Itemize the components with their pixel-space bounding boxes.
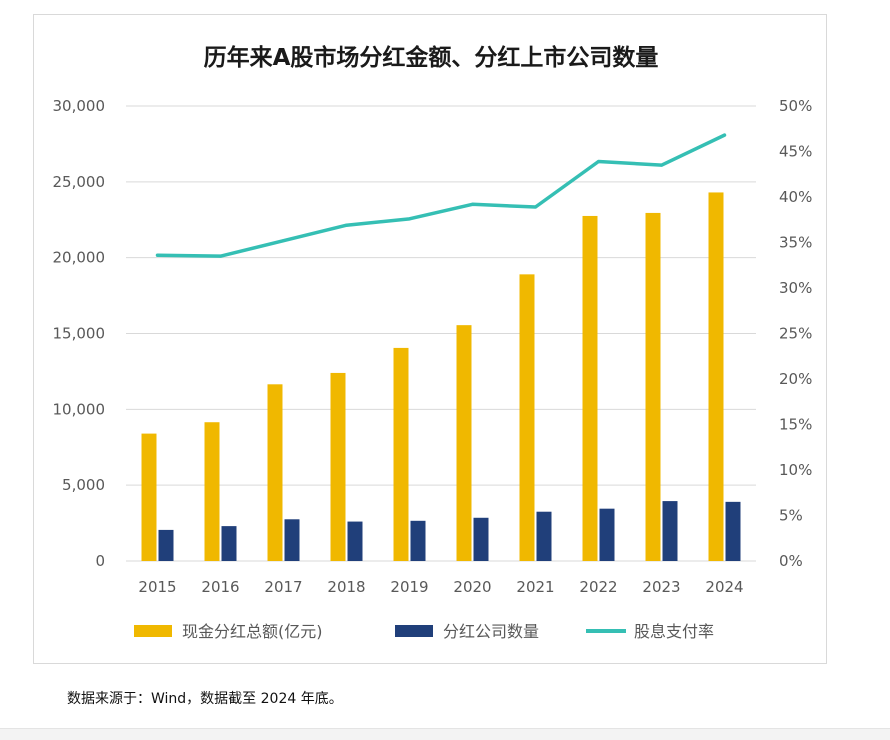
x-tick-label: 2018 <box>327 578 365 596</box>
bar-cash-dividend <box>582 215 598 562</box>
gridlines <box>126 105 756 562</box>
y-right-tick-label: 50% <box>779 97 812 115</box>
line-point <box>408 217 411 221</box>
y-left-tick-label: 20,000 <box>53 249 106 267</box>
bar-cash-dividend <box>267 384 283 561</box>
y-right-tick-label: 40% <box>779 188 812 206</box>
x-tick-label: 2019 <box>390 578 428 596</box>
bar-cash-dividend <box>141 433 157 561</box>
line-point <box>345 223 348 227</box>
bottom-bar <box>0 728 890 740</box>
y-right-tick-label: 15% <box>779 416 812 434</box>
line-payout-ratio <box>155 133 727 258</box>
bar-company-count <box>662 501 678 561</box>
legend-label: 现金分红总额(亿元) <box>182 622 323 641</box>
bar-company-count <box>221 526 237 561</box>
x-tick-label: 2024 <box>705 578 743 596</box>
bar-company-count <box>536 511 552 561</box>
x-tick-label: 2023 <box>642 578 680 596</box>
line-point <box>156 253 159 257</box>
payout-line <box>155 133 727 258</box>
bar-cash-dividend <box>393 347 409 561</box>
y-left-tick-label: 5,000 <box>62 476 105 494</box>
y-right-tick-label: 35% <box>779 234 812 252</box>
y-right-tick-label: 45% <box>779 143 812 161</box>
x-tick-label: 2016 <box>201 578 239 596</box>
y-right-tick-label: 0% <box>779 552 803 570</box>
y-right-tick-label: 30% <box>779 279 812 297</box>
legend-label: 分红公司数量 <box>443 622 539 641</box>
bar-company-count <box>158 529 174 561</box>
x-tick-label: 2017 <box>264 578 302 596</box>
y-right-tick-label: 20% <box>779 370 812 388</box>
x-tick-label: 2015 <box>138 578 176 596</box>
bar-cash-dividend <box>519 274 535 561</box>
chart-frame: 历年来A股市场分红金额、分红上市公司数量 0 5,000 10,000 15,000 2… <box>33 14 827 664</box>
line-point <box>219 254 222 258</box>
bar-company-count <box>473 517 489 561</box>
bar-cash-dividend <box>204 422 220 561</box>
legend-label: 股息支付率 <box>634 622 714 641</box>
x-axis-ticks: 2015 2016 2017 2018 2019 2020 2021 2022 2023 2024 <box>138 578 743 596</box>
line-point <box>534 205 537 209</box>
bar-company-count <box>599 508 615 561</box>
bar-cash-dividend <box>645 212 661 562</box>
line-point <box>471 202 474 206</box>
y-right-tick-label: 25% <box>779 325 812 343</box>
line-point <box>660 163 663 167</box>
bar-cash-dividend <box>456 325 472 561</box>
chart-title: 历年来A股市场分红金额、分红上市公司数量 <box>204 44 659 71</box>
legend-swatch <box>395 625 433 637</box>
combo-chart: 历年来A股市场分红金额、分红上市公司数量 0 5,000 10,000 15,000 2… <box>53 44 813 641</box>
x-tick-label: 2022 <box>579 578 617 596</box>
bars <box>141 192 741 562</box>
right-axis-ticks: 0% 5% 10% 15% 20% 25% 30% 35% 40% 45% 50% <box>779 97 812 570</box>
x-tick-label: 2020 <box>453 578 491 596</box>
bar-company-count <box>347 521 363 561</box>
bar-company-count <box>725 501 741 561</box>
y-left-tick-label: 25,000 <box>53 173 106 191</box>
y-left-tick-label: 0 <box>95 552 105 570</box>
bar-company-count <box>410 520 426 561</box>
x-tick-label: 2021 <box>516 578 554 596</box>
y-left-tick-label: 30,000 <box>53 97 106 115</box>
y-right-tick-label: 10% <box>779 461 812 479</box>
legend: 现金分红总额(亿元) 分红公司数量 股息支付率 <box>134 622 714 641</box>
line-point <box>282 239 285 243</box>
source-note: 数据来源于：Wind，数据截至 2024 年底。 <box>67 691 343 707</box>
y-left-tick-label: 15,000 <box>53 325 106 343</box>
legend-swatch <box>134 625 172 637</box>
line-point <box>597 160 600 164</box>
bar-cash-dividend <box>708 192 724 561</box>
y-right-tick-label: 5% <box>779 507 803 525</box>
bar-cash-dividend <box>330 372 346 561</box>
y-left-tick-label: 10,000 <box>53 400 106 418</box>
line-point <box>723 133 726 137</box>
left-axis-ticks: 0 5,000 10,000 15,000 20,000 25,000 30,000 <box>53 97 106 570</box>
bar-company-count <box>284 519 300 561</box>
